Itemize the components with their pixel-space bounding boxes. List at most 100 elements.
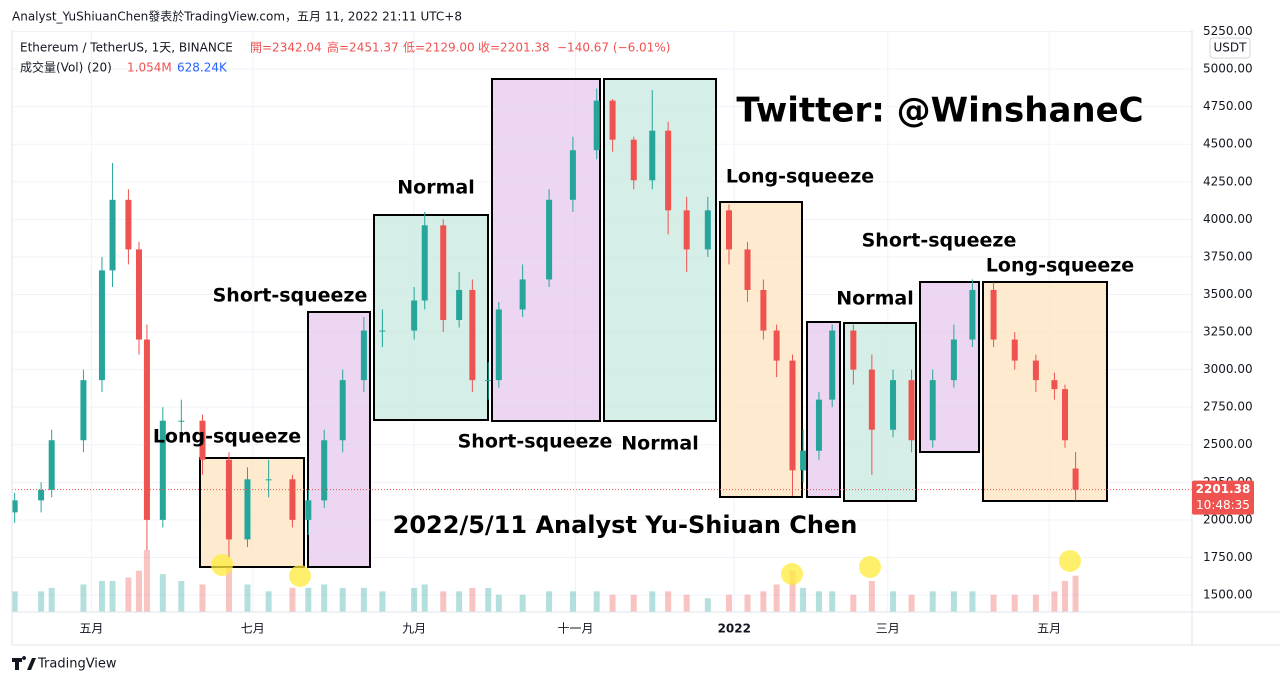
candle-body bbox=[339, 380, 346, 441]
candle-body bbox=[495, 309, 502, 381]
candle-body bbox=[630, 139, 637, 181]
high: 高=2451.37 bbox=[327, 40, 399, 55]
box bbox=[491, 78, 601, 422]
y-tick-label: 4750.00 bbox=[1203, 99, 1253, 113]
y-tick-label: 3000.00 bbox=[1203, 362, 1253, 376]
candle-body bbox=[80, 380, 87, 441]
candle-body bbox=[305, 500, 312, 520]
candle-body bbox=[665, 130, 672, 211]
annotation: Long-squeeze bbox=[986, 255, 1134, 277]
candle-body bbox=[850, 330, 857, 370]
volume-bar bbox=[990, 594, 997, 612]
candle-body bbox=[546, 199, 553, 280]
volume-bar bbox=[485, 587, 492, 612]
volume-bar bbox=[80, 584, 87, 612]
x-tick-label: 五月 bbox=[1037, 622, 1061, 636]
candle-body bbox=[143, 339, 150, 520]
volume-bar bbox=[519, 594, 526, 612]
volume-bar bbox=[469, 587, 476, 612]
volume-bar bbox=[868, 581, 875, 612]
highlight bbox=[1059, 550, 1081, 572]
volume-bar bbox=[143, 550, 150, 612]
volume-bar bbox=[48, 587, 55, 612]
volume-bar bbox=[725, 594, 732, 612]
candle-body bbox=[98, 270, 105, 381]
candle-body bbox=[469, 289, 476, 381]
volume-bar bbox=[744, 594, 751, 612]
currency-box bbox=[1209, 37, 1251, 59]
watermark: Twitter: @WinshaneC bbox=[736, 91, 1143, 131]
volume-bar bbox=[305, 587, 312, 612]
currency: USDT bbox=[1214, 41, 1248, 55]
volume-bar bbox=[135, 570, 142, 612]
volume-bar bbox=[321, 584, 328, 612]
y-tick-label: 3750.00 bbox=[1203, 249, 1253, 263]
y-tick-label: 4500.00 bbox=[1203, 137, 1253, 151]
x-tick-label: 三月 bbox=[876, 622, 900, 636]
y-tick-label: 3250.00 bbox=[1203, 325, 1253, 339]
box bbox=[373, 214, 489, 421]
volume-bar bbox=[289, 587, 296, 612]
price-tag-label: 2201.38 bbox=[1196, 482, 1251, 496]
candle-body bbox=[929, 380, 936, 441]
volume-bar bbox=[1062, 581, 1069, 612]
candle-body bbox=[1051, 380, 1058, 390]
candle-body bbox=[38, 489, 45, 501]
volume-bar bbox=[789, 570, 796, 612]
x-tick-label: 五月 bbox=[79, 622, 103, 636]
volume-bar bbox=[1072, 575, 1079, 612]
y-tick-label: 2000.00 bbox=[1203, 512, 1253, 526]
candle-body bbox=[990, 289, 997, 340]
volume-bar bbox=[265, 591, 272, 612]
candle-body bbox=[593, 100, 600, 151]
candle-body bbox=[969, 289, 976, 340]
candle-body bbox=[519, 279, 526, 310]
candle-body bbox=[725, 210, 732, 250]
volume-bar bbox=[890, 591, 897, 612]
volume-bar bbox=[929, 591, 936, 612]
low: 低=2129.00 bbox=[403, 41, 475, 55]
candle-body bbox=[908, 380, 915, 441]
x-tick-label: 十一月 bbox=[558, 622, 594, 636]
highlight bbox=[859, 556, 881, 578]
volume-bar bbox=[1032, 594, 1039, 612]
candle-body bbox=[125, 199, 132, 250]
volume-bar bbox=[704, 598, 711, 612]
candle-body bbox=[411, 300, 418, 331]
marks bbox=[11, 88, 1192, 612]
candle-body bbox=[760, 289, 767, 331]
volume-bar bbox=[546, 591, 553, 612]
volume-bar bbox=[440, 591, 447, 612]
candle-body bbox=[773, 330, 780, 361]
volume-bar bbox=[760, 591, 767, 612]
volume-bar bbox=[109, 581, 116, 612]
volume-bar bbox=[829, 591, 836, 612]
candle-body bbox=[744, 249, 751, 290]
y-tick-label: 4250.00 bbox=[1203, 174, 1253, 188]
volume-bar bbox=[683, 594, 690, 612]
annotation: Long-squeeze bbox=[153, 426, 301, 448]
volume-bar bbox=[908, 594, 915, 612]
box bbox=[719, 201, 803, 498]
volume-bar bbox=[649, 591, 656, 612]
candle-body bbox=[244, 479, 251, 540]
volume-bar bbox=[421, 584, 428, 612]
volume-bar bbox=[850, 594, 857, 612]
candle-body bbox=[225, 459, 232, 540]
candle-body bbox=[379, 330, 386, 332]
volume-bar bbox=[1011, 594, 1018, 612]
candle-body bbox=[360, 330, 367, 381]
candle-body bbox=[569, 150, 576, 200]
grid bbox=[12, 30, 1192, 612]
candle-body bbox=[485, 380, 492, 382]
y-tick-label: 1500.00 bbox=[1203, 588, 1253, 602]
volume-ma: 628.24K bbox=[177, 61, 228, 75]
volume-bar bbox=[411, 587, 418, 612]
x-tick-label: 九月 bbox=[402, 622, 426, 636]
x-tick-label: 2022 bbox=[718, 622, 751, 636]
candle-body bbox=[1062, 389, 1069, 441]
volume-bar bbox=[379, 591, 386, 612]
volume-bar bbox=[1051, 591, 1058, 612]
volume-bar bbox=[360, 587, 367, 612]
candle-body bbox=[950, 339, 957, 381]
